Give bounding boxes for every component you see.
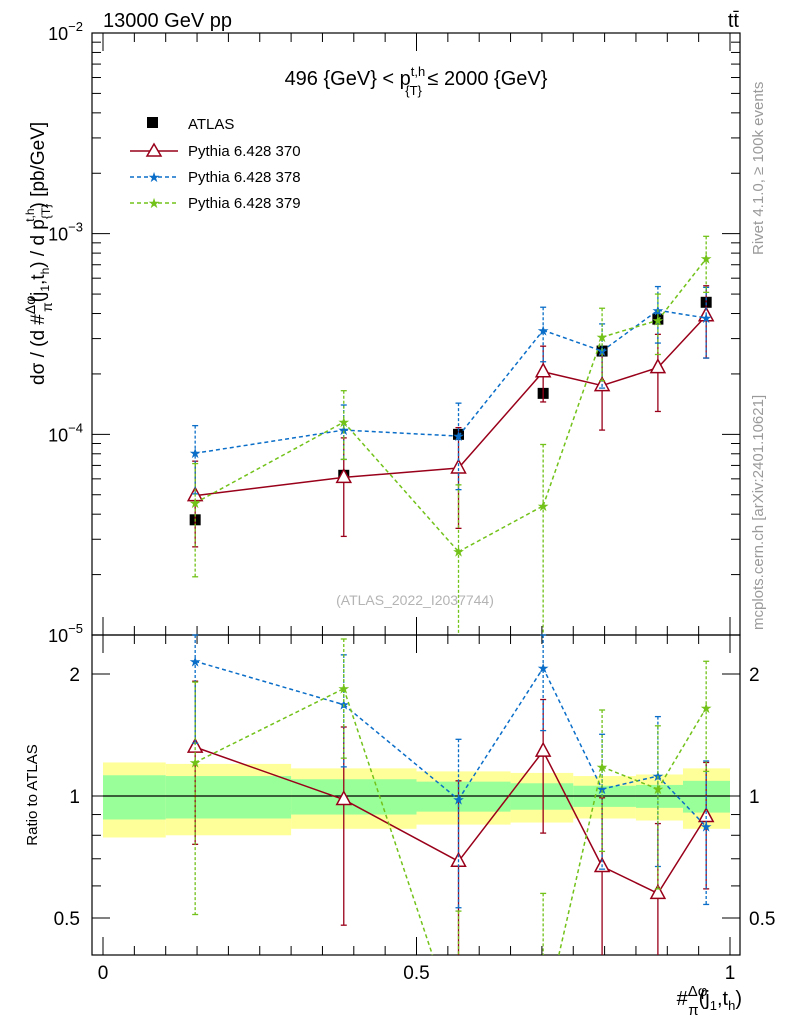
legend-marker-py370 [145,142,163,157]
main-py379-point: ★ [189,495,202,511]
ratio-py379-point: ★ [189,754,202,770]
main-py378-line [195,309,707,454]
main-y-axis-label: dσ / (d #Δφπ(j1,th) / d p{T}t,h) [pb/GeV… [22,122,55,385]
data-series: ★★ ★★★★ ★★★★★★★★★★★★★★★★★★★★ [186,235,715,956]
ratio-py379-point: ★ [596,759,609,775]
ratio-py379-point: ★ [700,700,713,716]
legend-marker-atlas [147,117,158,128]
main-py370-line [195,315,707,497]
rivet-version-label: Rivet 4.1.0, ≥ 100k events [750,82,767,255]
legend-label-atlas: ATLAS [188,116,234,133]
ratio-py370-point [649,883,667,900]
ratio-py370-line [194,746,707,895]
energy-label: 13000 GeV pp [103,10,232,32]
main-py379-point: ★ [652,312,665,328]
ratio-band-inner [416,781,511,812]
ratio-py378-line [194,660,707,828]
legend: ATLAS Pythia 6.428 370 ★ Pythia 6.428 37… [130,116,301,212]
ratio-y-tick-label: 2 [69,665,80,686]
main-py379-point: ★ [337,414,350,430]
main-y-tick-label: 10−4 [48,420,83,445]
main-py379-point: ★ [537,498,550,514]
ratio-band-inner [165,776,292,819]
main-py370-point [649,358,667,374]
ratio-y-axis-label: Ratio to ATLAS [24,744,41,845]
ratio-py378-point: ★ [537,660,550,676]
main-py379-point: ★ [700,251,713,267]
main-py378-point: ★ [452,428,465,444]
panel-title: 496 {GeV} < pt,h {T} ≤ 2000 {GeV} [285,64,548,98]
source-label: mcplots.cern.ch [arXiv:2401.10621] [750,395,767,630]
ratio-py370-point [534,741,552,757]
main-y-tick-label: 10−2 [48,19,83,44]
axis-ticks: 10−2 10−3 10−4 10−5 0 0.5 1 0.5 0.5 1 1 2 2 [48,19,775,984]
main-py370-point [335,467,353,484]
ratio-py379-line [194,688,707,956]
analysis-watermark: (ATLAS_2022_I2037744) [336,592,494,608]
ratio-py370-point [335,789,353,806]
main-py378-point: ★ [537,322,550,338]
ratio-y-tick-label: 0.5 [54,909,80,930]
ratio-band-inner [291,779,417,815]
x-tick-label: 0 [98,963,109,984]
main-py378-point: ★ [189,445,202,461]
ratio-y-tick-label: 1 [69,787,80,808]
legend-marker-py378: ★ [148,169,161,185]
main-y-tick-label: 10−3 [48,220,83,245]
main-py378-point: ★ [337,422,350,438]
ratio-y-tick-label: 1 [749,787,760,808]
x-axis-label: #Δφ π(j1,th) [677,983,742,1019]
ratio-py378-point: ★ [700,819,713,835]
ratio-py379-point: ★ [337,681,350,697]
process-label: tt̄ [728,10,740,32]
legend-label-py370: Pythia 6.428 370 [188,143,301,160]
legend-label-py378: Pythia 6.428 378 [188,169,301,186]
main-py378-point: ★ [700,310,713,326]
main-py379-line [194,258,707,553]
ratio-bands [103,762,730,838]
ratio-py378-point: ★ [189,653,202,669]
main-py370-point [450,458,467,474]
ratio-band-inner [103,775,166,820]
ratio-y-tick-label: 0.5 [749,909,775,930]
x-tick-label: 0.5 [403,963,429,984]
ratio-py379-point: ★ [652,781,665,797]
legend-label-py379: Pythia 6.428 379 [188,195,301,212]
ratio-y-tick-label: 2 [749,665,760,686]
main-py379-point: ★ [596,329,609,345]
main-y-tick-label: 10−5 [48,621,83,646]
main-py379-point: ★ [452,544,465,560]
ratio-py378-point: ★ [596,781,609,797]
x-tick-label: 1 [725,963,736,984]
main-py370-point [534,362,552,378]
ratio-py378-point: ★ [452,792,465,808]
legend-marker-py379: ★ [148,195,161,211]
